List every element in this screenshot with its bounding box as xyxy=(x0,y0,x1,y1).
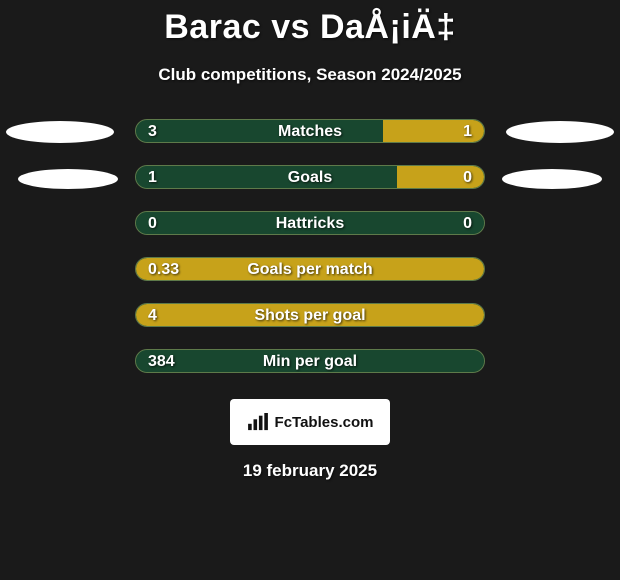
stat-bar: 384Min per goal xyxy=(135,349,485,373)
player-marker-right xyxy=(502,169,602,189)
stat-row: 31Matches xyxy=(0,115,620,161)
stat-row: 4Shots per goal xyxy=(0,299,620,345)
stat-row: 384Min per goal xyxy=(0,345,620,391)
stat-row: 0.33Goals per match xyxy=(0,253,620,299)
brand-badge[interactable]: FcTables.com xyxy=(230,399,390,445)
brand-bars-icon xyxy=(247,413,269,431)
stat-label: Min per goal xyxy=(136,350,484,373)
stat-row: 00Hattricks xyxy=(0,207,620,253)
player-marker-left xyxy=(6,121,114,143)
page-title: Barac vs DaÅ¡iÄ‡ xyxy=(0,0,620,47)
stat-label: Goals xyxy=(136,166,484,189)
stat-bar: 31Matches xyxy=(135,119,485,143)
player-marker-left xyxy=(18,169,118,189)
stat-bar: 00Hattricks xyxy=(135,211,485,235)
comparison-date: 19 february 2025 xyxy=(0,461,620,481)
stat-label: Matches xyxy=(136,120,484,143)
comparison-subtitle: Club competitions, Season 2024/2025 xyxy=(0,65,620,85)
stat-bar: 4Shots per goal xyxy=(135,303,485,327)
stat-row: 10Goals xyxy=(0,161,620,207)
stat-label: Goals per match xyxy=(136,258,484,281)
player-marker-right xyxy=(506,121,614,143)
brand-text: FcTables.com xyxy=(275,414,374,431)
stat-label: Hattricks xyxy=(136,212,484,235)
stat-label: Shots per goal xyxy=(136,304,484,327)
stat-bar: 0.33Goals per match xyxy=(135,257,485,281)
comparison-stats: 31Matches 10Goals 00Hattricks 0.33Goals per… xyxy=(0,115,620,391)
stat-bar: 10Goals xyxy=(135,165,485,189)
